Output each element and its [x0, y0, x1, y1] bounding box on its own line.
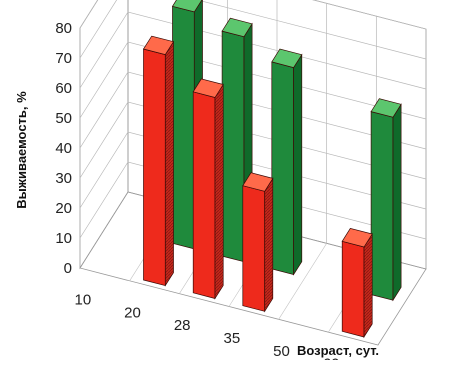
bar-side-face — [293, 53, 303, 276]
x-axis-title: Возраст, сут. — [297, 343, 379, 358]
bar-top-face — [242, 172, 274, 192]
bar-top-face — [171, 0, 203, 13]
bar-green — [271, 48, 303, 276]
bar-front-face — [192, 91, 216, 299]
bar-red — [192, 78, 224, 300]
chart-side-wall — [79, 0, 129, 270]
y-tick-label: 10 — [55, 230, 72, 247]
bar-side-face — [392, 103, 402, 302]
x-tick-label: 20 — [124, 304, 141, 321]
bar-front-face — [172, 5, 195, 250]
bar-top-face — [271, 48, 303, 69]
y-tick-label: 20 — [55, 200, 72, 217]
bar-top-face — [192, 78, 224, 98]
bar-green — [370, 98, 402, 302]
bar-side-face — [164, 40, 174, 287]
y-tick-label: 40 — [55, 140, 72, 157]
bar-front-face — [271, 61, 294, 276]
bar-red — [341, 227, 373, 339]
y-tick-label: 60 — [55, 80, 72, 97]
bar-front-face — [221, 30, 245, 263]
x-tick-label: 50 — [273, 343, 290, 360]
y-tick-label: 70 — [55, 50, 72, 67]
y-tick-label: 80 — [55, 20, 72, 37]
bar-side-face — [214, 83, 224, 300]
bar-front-face — [242, 185, 266, 312]
bar-front-face — [143, 48, 166, 287]
floor-gridline — [278, 243, 327, 320]
bar-side-face — [363, 232, 373, 339]
bar-top-face — [221, 17, 253, 38]
y-tick-label: 50 — [55, 110, 72, 127]
x-tick-label: 35 — [223, 330, 240, 347]
bar-top-face — [341, 227, 373, 248]
bar-top-face — [142, 35, 175, 56]
x-tick-label: 10 — [74, 291, 91, 308]
bar-side-face — [264, 177, 274, 313]
x-tick-label: 28 — [174, 317, 191, 334]
bar-red — [142, 35, 175, 287]
y-axis-title: Выживаемость, % — [14, 91, 29, 209]
y-gridline — [79, 11, 427, 90]
y-gridline — [79, 0, 427, 60]
bar-top-face — [370, 98, 402, 118]
bar-front-face — [370, 111, 394, 301]
y-tick-label: 30 — [55, 170, 72, 187]
y-tick-label: 0 — [64, 260, 72, 277]
bar-front-face — [341, 240, 365, 338]
bar-red — [242, 172, 274, 313]
